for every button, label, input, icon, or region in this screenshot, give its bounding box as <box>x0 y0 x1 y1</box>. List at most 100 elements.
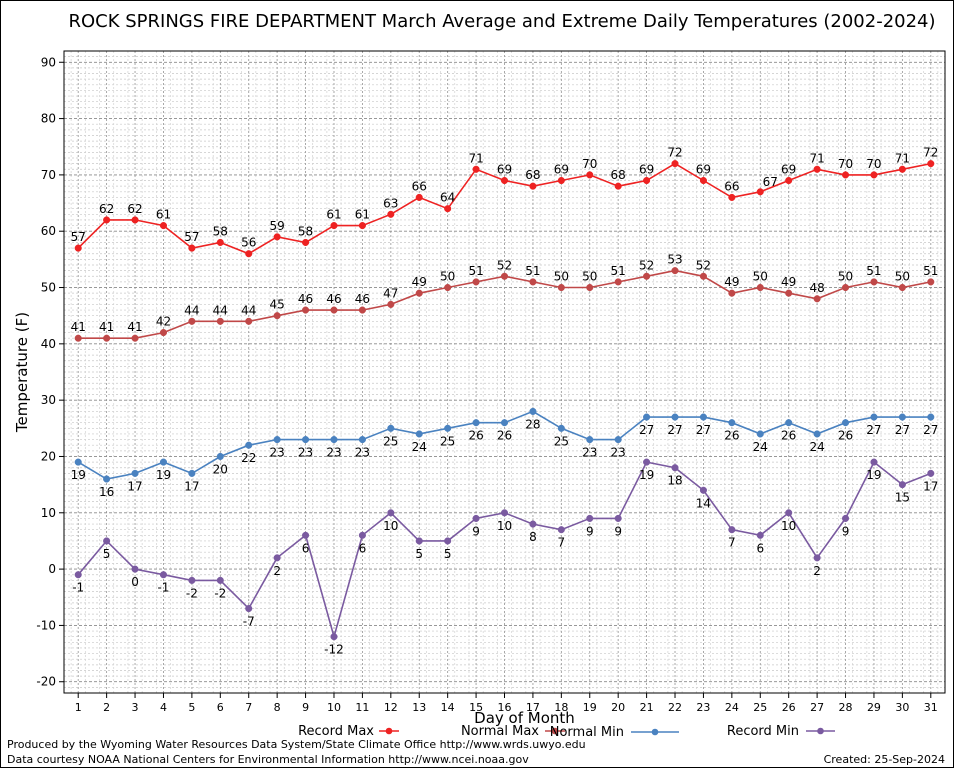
data-label: 44 <box>241 303 256 317</box>
data-point <box>358 222 366 230</box>
data-label: 69 <box>497 163 512 177</box>
data-point <box>74 334 82 342</box>
data-point <box>728 419 736 427</box>
x-tick-label: 27 <box>810 701 824 714</box>
data-label: -12 <box>324 643 344 657</box>
data-label: 68 <box>611 168 626 182</box>
x-axis-label: Day of Month <box>474 709 575 727</box>
data-point <box>387 509 395 517</box>
y-tick-label: 80 <box>41 112 56 126</box>
data-label: 8 <box>529 530 537 544</box>
x-tick-label: 29 <box>867 701 881 714</box>
data-label: 0 <box>131 575 139 589</box>
data-label: 41 <box>99 320 114 334</box>
data-point <box>728 289 736 297</box>
data-point <box>927 413 935 421</box>
data-point <box>586 514 594 522</box>
data-label: 26 <box>497 429 512 443</box>
data-point <box>472 165 480 173</box>
data-point <box>813 430 821 438</box>
y-tick-label: 10 <box>41 506 56 520</box>
data-label: 51 <box>468 264 483 278</box>
data-point <box>103 216 111 224</box>
data-label: 2 <box>813 564 821 578</box>
data-point <box>216 576 224 584</box>
data-label: 44 <box>184 303 199 317</box>
legend: Record Max Normal Max Normal Min Record Min <box>298 724 835 740</box>
data-point <box>188 576 196 584</box>
data-point <box>444 537 452 545</box>
x-tick-label: 21 <box>640 701 654 714</box>
data-point <box>131 469 139 477</box>
data-label: 61 <box>355 208 370 222</box>
data-label: 25 <box>554 434 569 448</box>
legend-item-normal-min: Normal Min <box>550 725 679 740</box>
data-label: 27 <box>866 423 881 437</box>
x-tick-label: 26 <box>782 701 796 714</box>
data-label: 44 <box>213 303 228 317</box>
data-point <box>500 419 509 427</box>
legend-label: Normal Min <box>550 725 624 740</box>
data-point <box>103 475 111 483</box>
data-label: 51 <box>525 264 540 278</box>
y-tick-label: 60 <box>41 224 56 238</box>
y-axis-label: Temperature (F) <box>13 312 31 433</box>
legend-label: Normal Max <box>461 724 539 739</box>
data-point <box>841 283 850 292</box>
legend-marker <box>385 727 393 735</box>
y-tick-label: 50 <box>41 281 56 295</box>
data-label: 41 <box>71 320 86 334</box>
data-label: 68 <box>525 168 540 182</box>
y-tick-label: 90 <box>41 55 56 69</box>
x-tick-label: 14 <box>441 701 455 714</box>
data-point <box>586 436 594 444</box>
data-label: 6 <box>302 541 310 555</box>
data-label: 25 <box>440 434 455 448</box>
data-label: 51 <box>923 264 938 278</box>
data-point <box>415 430 423 438</box>
data-point <box>671 413 679 421</box>
data-point <box>273 436 281 444</box>
x-tick-label: 28 <box>839 701 853 714</box>
data-label: 66 <box>724 179 739 193</box>
data-label: 62 <box>127 202 142 216</box>
data-point <box>643 272 651 280</box>
data-label: 58 <box>213 224 228 238</box>
data-point <box>927 469 935 477</box>
data-label: 58 <box>298 224 313 238</box>
footer-produced-by: Produced by the Wyoming Water Resources … <box>7 738 586 751</box>
data-point <box>785 176 793 185</box>
legend-marker <box>817 727 824 735</box>
y-tick-label: -20 <box>36 675 56 689</box>
data-label: 53 <box>667 253 682 267</box>
x-tick-label: 17 <box>526 701 540 714</box>
data-point <box>188 317 196 325</box>
data-label: 9 <box>472 524 480 538</box>
x-tick-label: 24 <box>725 701 739 714</box>
data-point <box>103 334 111 342</box>
data-label: 71 <box>895 151 910 165</box>
data-label: 24 <box>412 440 427 454</box>
data-point <box>813 554 821 562</box>
data-label: 71 <box>468 151 483 165</box>
data-point <box>614 436 622 444</box>
data-label: 27 <box>895 423 910 437</box>
data-point <box>898 413 906 421</box>
data-point <box>330 306 338 314</box>
data-point <box>358 306 366 314</box>
data-label: 20 <box>213 462 228 476</box>
data-label: 72 <box>923 146 938 160</box>
legend-item-normal-max: Normal Max <box>461 724 565 739</box>
data-label: 64 <box>440 191 455 205</box>
data-point <box>216 238 224 247</box>
data-point <box>500 509 509 517</box>
data-point <box>415 289 423 297</box>
data-point <box>756 188 764 196</box>
data-point <box>302 238 310 247</box>
data-label: 16 <box>99 485 114 499</box>
data-label: 69 <box>696 163 711 177</box>
data-label: 63 <box>383 196 398 210</box>
data-label: 61 <box>156 208 171 222</box>
x-tick-label: 18 <box>554 701 568 714</box>
data-label: 69 <box>781 163 796 177</box>
